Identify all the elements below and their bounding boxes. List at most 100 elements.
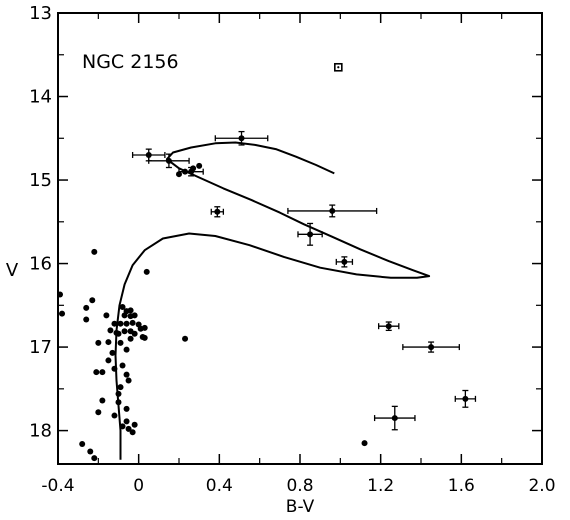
- star-point: [117, 339, 124, 346]
- star-point: [119, 303, 126, 310]
- y-tick-label: 18: [29, 421, 52, 442]
- star-point: [123, 418, 130, 425]
- errorbar-center: [188, 168, 195, 175]
- errorbar-point: [178, 166, 204, 177]
- star-point: [103, 312, 110, 319]
- star-point: [57, 291, 64, 298]
- star-point: [119, 423, 126, 430]
- x-tick-label: 1.6: [448, 476, 475, 496]
- errorbar-point: [210, 206, 225, 218]
- errorbar-point: [287, 204, 378, 218]
- x-tick-label: 1.2: [367, 476, 394, 496]
- y-axis: 13 14 15 16 17 18: [29, 3, 542, 442]
- x-axis: -0.4 0 0.4 0.8 1.2 1.6 2.0: [41, 13, 556, 496]
- star-point: [141, 334, 148, 341]
- isochrone-layer: [114, 141, 431, 460]
- cluster-label: NGC 2156: [82, 51, 179, 73]
- star-point: [93, 369, 100, 376]
- y-tick-label: 16: [29, 254, 52, 275]
- y-tick-label: 17: [29, 337, 52, 358]
- errorbar-point: [373, 405, 416, 431]
- star-point: [105, 357, 112, 364]
- star-point: [79, 440, 86, 447]
- star-point: [127, 335, 134, 342]
- star-point: [125, 377, 132, 384]
- star-point: [123, 405, 130, 412]
- x-tick-label: 0.4: [206, 476, 233, 496]
- x-tick-label: 0: [133, 476, 144, 496]
- star-point: [91, 248, 98, 255]
- errorbar-center: [391, 415, 398, 422]
- star-point: [117, 384, 124, 391]
- errorbar-center: [238, 135, 245, 142]
- star-point: [111, 365, 118, 372]
- plot-frame: [57, 12, 543, 465]
- star-point: [83, 316, 90, 323]
- star-point: [107, 327, 114, 334]
- star-point: [361, 440, 368, 447]
- star-point: [95, 409, 102, 416]
- errorbar-center: [329, 207, 336, 214]
- y-tick-label: 14: [29, 87, 52, 108]
- errorbar-center: [165, 157, 172, 164]
- star-point: [117, 320, 124, 327]
- star-point: [99, 369, 106, 376]
- open-square-center: [337, 66, 340, 69]
- star-point: [131, 421, 138, 428]
- star-point: [95, 339, 102, 346]
- errorbar-point: [148, 153, 190, 169]
- errorbar-point: [377, 321, 400, 332]
- y-tick-label: 15: [29, 170, 52, 191]
- open-square-point: [334, 62, 343, 72]
- y-axis-label: V: [6, 260, 19, 281]
- star-point: [196, 162, 203, 169]
- star-point: [182, 335, 189, 342]
- star-point: [127, 307, 134, 314]
- star-point: [125, 425, 132, 432]
- y-tick-label: 13: [29, 3, 52, 24]
- star-point: [115, 390, 122, 397]
- errorbar-center: [145, 151, 152, 158]
- star-point: [121, 312, 128, 319]
- star-point: [89, 297, 96, 304]
- errorbar-center: [385, 323, 392, 330]
- star-point: [123, 346, 130, 353]
- errorbar-point: [335, 256, 354, 268]
- star-point: [129, 429, 136, 436]
- errorbar-center: [214, 208, 221, 215]
- isochrone-curve: [114, 141, 431, 460]
- x-tick-label: -0.4: [41, 476, 74, 496]
- x-tick-label: 2.0: [528, 476, 555, 496]
- star-point: [121, 328, 128, 335]
- star-point: [99, 397, 106, 404]
- x-tick-label: 0.8: [286, 476, 313, 496]
- errorbar-point: [297, 222, 323, 246]
- star-point: [111, 320, 118, 327]
- star-point: [87, 448, 94, 455]
- star-point: [105, 339, 112, 346]
- errorbar-center: [462, 395, 469, 402]
- errorbar-center: [428, 344, 435, 351]
- star-point: [109, 349, 116, 356]
- star-point: [83, 304, 90, 311]
- star-point: [131, 330, 138, 337]
- star-point: [141, 324, 148, 331]
- errorbar-point: [402, 341, 460, 353]
- errorbar-center: [307, 231, 314, 238]
- errorbar-point: [214, 130, 269, 146]
- x-axis-label: B-V: [286, 497, 315, 517]
- errorbar-point: [454, 389, 477, 408]
- star-point: [131, 312, 138, 319]
- star-point: [143, 268, 150, 275]
- star-point: [119, 362, 126, 369]
- star-point: [111, 412, 118, 419]
- star-point: [59, 310, 66, 317]
- star-point: [91, 455, 98, 462]
- star-point: [115, 399, 122, 406]
- star-point: [129, 319, 136, 326]
- star-point: [123, 371, 130, 378]
- star-point: [115, 330, 122, 337]
- star-point: [123, 320, 130, 327]
- data-points: [57, 62, 477, 462]
